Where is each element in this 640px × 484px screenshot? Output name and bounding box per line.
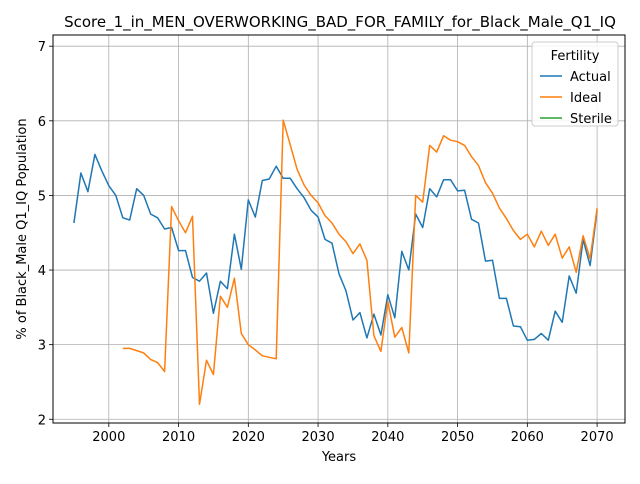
x-axis-label: Years [321,450,357,465]
chart-title: Score_1_in_MEN_OVERWORKING_BAD_FOR_FAMIL… [64,13,616,32]
plot-frame [52,34,626,424]
axis-ticks: 2000 2010 2020 2030 2040 2050 2060 2070 2 3 4 5 6 7 [38,40,614,445]
x-tick-label: 2060 [511,430,544,445]
x-tick-label: 2030 [302,430,335,445]
y-tick-label: 6 [38,115,46,130]
x-tick-label: 2040 [371,430,404,445]
y-axis-label: % of Black_Male Q1_IQ Population [15,118,30,339]
legend-label-ideal: Ideal [570,91,602,106]
series-line-actual [73,153,598,341]
x-tick-label: 2010 [162,430,195,445]
legend-title: Fertility [551,49,600,64]
legend-label-sterile: Sterile [570,112,612,127]
x-tick-label: 2050 [441,430,474,445]
legend-entries: Actual Ideal Sterile [540,70,612,127]
legend-box [531,41,619,127]
x-tick-label: 2000 [92,430,125,445]
y-tick-label: 3 [38,339,46,354]
series-line-ideal [122,119,598,406]
x-tick-label: 2070 [581,430,614,445]
x-tick-label: 2020 [232,430,265,445]
series-lines [73,119,598,406]
legend: Fertility Actual Ideal Sterile [531,41,619,127]
y-tick-label: 5 [38,189,46,204]
y-tick-label: 2 [38,413,46,428]
legend-label-actual: Actual [570,70,611,85]
y-tick-label: 7 [38,40,46,55]
grid-lines [53,35,625,423]
y-tick-label: 4 [38,264,46,279]
